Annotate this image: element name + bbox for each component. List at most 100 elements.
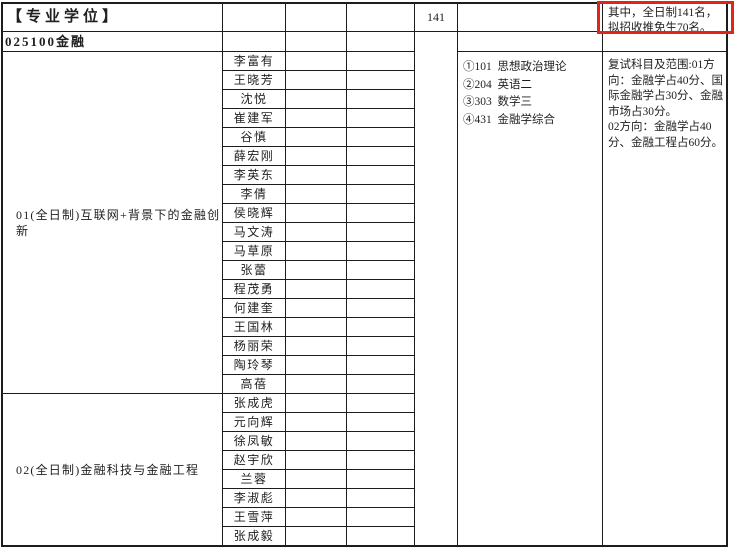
direction-01: 01(全日制)互联网+背景下的金融创新 <box>3 52 223 394</box>
table-row: 马草原 <box>223 242 415 261</box>
empty-cell <box>347 147 415 166</box>
empty-cell <box>286 185 347 204</box>
table-row: 王国林 <box>223 318 415 337</box>
empty-cell <box>286 432 347 451</box>
table-row: 赵宇欣 <box>223 451 415 470</box>
empty-cell <box>347 318 415 337</box>
table-row: 程茂勇 <box>223 280 415 299</box>
empty-cell <box>286 489 347 508</box>
supervisor-name: 程茂勇 <box>223 280 286 299</box>
empty-cell <box>286 470 347 489</box>
empty-cell <box>286 299 347 318</box>
total-quota: 141 <box>415 4 458 32</box>
table-row: 何建奎 <box>223 299 415 318</box>
retest-remarks-cell: 复试科目及范围:01方向：金融学占40分、国际金融学占30分、金融市场占30分。… <box>603 52 726 545</box>
exam-subject-item: ②204 英语二 <box>463 78 532 91</box>
empty-cell <box>347 71 415 90</box>
empty-cell <box>347 185 415 204</box>
table-row: 陶玲琴 <box>223 356 415 375</box>
empty-cell <box>347 527 415 545</box>
supervisor-name: 赵宇欣 <box>223 451 286 470</box>
empty-cell <box>286 52 347 71</box>
supervisor-name: 薛宏刚 <box>223 147 286 166</box>
empty-cell <box>347 451 415 470</box>
empty-cell <box>347 356 415 375</box>
supervisor-name: 王雪萍 <box>223 508 286 527</box>
table-row: 李倩 <box>223 185 415 204</box>
empty-cell <box>286 508 347 527</box>
empty-cell <box>286 280 347 299</box>
supervisor-name: 李倩 <box>223 185 286 204</box>
table-row: 王雪萍 <box>223 508 415 527</box>
direction-02: 02(全日制)金融科技与金融工程 <box>3 394 223 545</box>
supervisor-name: 张成毅 <box>223 527 286 545</box>
exam-subjects-cell: ①101 思想政治理论 ②204 英语二 ③303 数学三 ④431 金融学综合 <box>458 52 603 545</box>
table-row: 杨丽荣 <box>223 337 415 356</box>
empty-cell <box>223 32 286 52</box>
empty-cell <box>286 90 347 109</box>
table-row: 沈悦 <box>223 90 415 109</box>
supervisor-name: 马草原 <box>223 242 286 261</box>
empty-cell <box>286 394 347 413</box>
table-row: 张成虎 <box>223 394 415 413</box>
supervisor-name: 李淑彪 <box>223 489 286 508</box>
table-row: 高蓓 <box>223 375 415 394</box>
empty-cell <box>347 4 415 32</box>
empty-cell <box>347 470 415 489</box>
table-row: 张成毅 <box>223 527 415 545</box>
supervisor-name: 徐凤敏 <box>223 432 286 451</box>
empty-cell <box>286 147 347 166</box>
supervisor-name: 兰蓉 <box>223 470 286 489</box>
empty-cell <box>347 413 415 432</box>
empty-cell <box>286 242 347 261</box>
empty-cell <box>347 109 415 128</box>
empty-cell <box>347 128 415 147</box>
supervisors-column: 李富有 王晓芳 沈悦 崔建军 谷慎 薛宏刚 李英东 李倩 侯晓辉 马文涛 马草原 张蕾 程茂勇 何建奎 王国… <box>223 52 415 545</box>
empty-cell <box>347 204 415 223</box>
table-row: 谷慎 <box>223 128 415 147</box>
table-row: 张蕾 <box>223 261 415 280</box>
empty-cell <box>286 375 347 394</box>
table-row: 徐凤敏 <box>223 432 415 451</box>
table-row: 侯晓辉 <box>223 204 415 223</box>
empty-cell <box>603 32 726 52</box>
supervisor-name: 张成虎 <box>223 394 286 413</box>
empty-cell <box>347 32 415 52</box>
empty-cell <box>286 451 347 470</box>
table-row: 崔建军 <box>223 109 415 128</box>
table-row: 马文涛 <box>223 223 415 242</box>
empty-cell <box>347 280 415 299</box>
empty-cell <box>286 128 347 147</box>
empty-cell <box>286 71 347 90</box>
table-row: 薛宏刚 <box>223 147 415 166</box>
retest-remark-line: 复试科目及范围:01方向：金融学占40分、国际金融学占30分、金融市场占30分。 <box>608 59 723 118</box>
exam-subject-item: ③303 数学三 <box>463 96 532 108</box>
empty-cell <box>347 337 415 356</box>
empty-cell <box>347 394 415 413</box>
program-code: 025100金融 <box>3 32 223 52</box>
empty-cell <box>286 356 347 375</box>
table-row: 兰蓉 <box>223 470 415 489</box>
quota-note: 其中，全日制141名，拟招收推免生70名。 <box>603 4 726 34</box>
supervisor-name: 谷慎 <box>223 128 286 147</box>
category-header: 【专业学位】 <box>3 4 223 32</box>
empty-cell <box>458 32 603 52</box>
supervisor-name: 沈悦 <box>223 90 286 109</box>
table-row: 李淑彪 <box>223 489 415 508</box>
supervisor-name: 高蓓 <box>223 375 286 394</box>
table-row: 元向辉 <box>223 413 415 432</box>
supervisor-name: 侯晓辉 <box>223 204 286 223</box>
table-row: 李英东 <box>223 166 415 185</box>
supervisor-name: 李英东 <box>223 166 286 185</box>
empty-cell <box>286 109 347 128</box>
empty-cell <box>458 4 603 32</box>
empty-cell <box>347 375 415 394</box>
supervisor-name: 马文涛 <box>223 223 286 242</box>
empty-cell <box>347 299 415 318</box>
empty-cell <box>347 432 415 451</box>
empty-cell <box>347 508 415 527</box>
supervisor-name: 杨丽荣 <box>223 337 286 356</box>
supervisor-name: 何建奎 <box>223 299 286 318</box>
empty-cell <box>347 52 415 71</box>
